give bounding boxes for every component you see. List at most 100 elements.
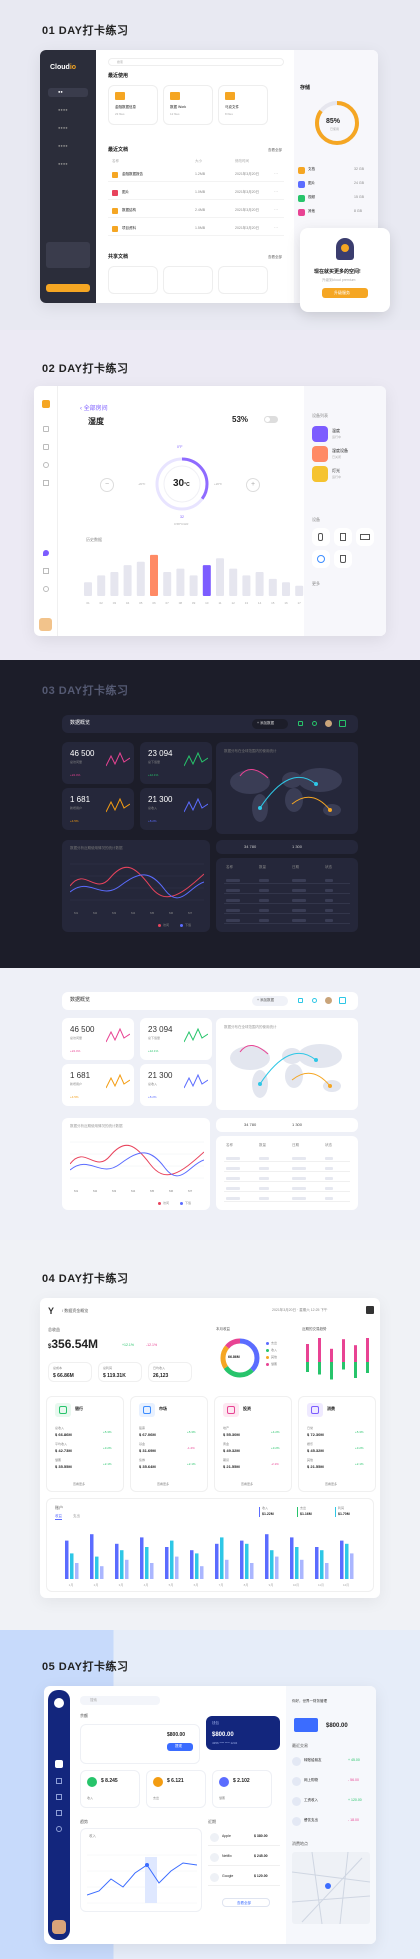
withdraw-button[interactable]: 提现	[167, 1743, 193, 1751]
grid-icon[interactable]	[339, 997, 346, 1004]
minus-button[interactable]: −	[100, 478, 114, 492]
file-row[interactable]: 项目资料 1.5MB 2021年3月20日 ···	[108, 222, 284, 236]
transaction-item[interactable]: 工资收入 + 120.00	[292, 1794, 370, 1810]
month-label: M7	[188, 911, 193, 915]
sidebar-item-home[interactable]: ●●	[48, 88, 88, 97]
table-row[interactable]	[224, 1176, 350, 1182]
table-row[interactable]	[224, 898, 350, 904]
list-item[interactable]: Google $ 120.00	[208, 1870, 280, 1886]
sidebar-item[interactable]: ●●●●	[58, 107, 68, 112]
more-link[interactable]: 查看更多	[241, 1482, 254, 1486]
plus-button[interactable]: +	[246, 478, 260, 492]
tab-expense[interactable]: 支出	[73, 1514, 80, 1518]
table-row[interactable]	[224, 918, 350, 924]
avatar[interactable]	[325, 720, 332, 727]
avatar[interactable]	[366, 1306, 374, 1314]
nav-icon[interactable]	[55, 1760, 63, 1768]
device-tile[interactable]	[312, 550, 330, 568]
bell-icon[interactable]	[312, 998, 317, 1003]
nav-icon[interactable]	[56, 1794, 62, 1800]
sidebar-button[interactable]	[46, 284, 90, 292]
search-input[interactable]: 搜索	[80, 1696, 160, 1705]
shared-card[interactable]	[108, 266, 158, 294]
list-item[interactable]: Apple $ 380.00	[208, 1830, 280, 1846]
folder-card[interactable]: 马克文件 8 files	[218, 85, 268, 125]
bell-icon[interactable]	[312, 721, 317, 726]
table-row[interactable]	[224, 1186, 350, 1192]
view-all-button[interactable]: 查看全部	[222, 1898, 270, 1907]
more-icon: ···	[274, 171, 278, 176]
table-row[interactable]	[224, 888, 350, 894]
sidebar	[34, 386, 58, 636]
account-bar	[265, 1534, 269, 1579]
view-all-link[interactable]: 查看全部	[268, 255, 282, 259]
more-link[interactable]: 查看更多	[73, 1482, 86, 1486]
table-row[interactable]	[224, 908, 350, 914]
grid-icon[interactable]	[339, 720, 346, 727]
add-data-button[interactable]: + 添加数据	[252, 719, 288, 729]
device-tile[interactable]	[334, 550, 352, 568]
back-link[interactable]: ‹ 全部房间	[80, 406, 108, 412]
section-1: 01 DAY打卡练习 Cloudio ●● ●●●● ●●●● ●●●● ●●●…	[0, 0, 420, 330]
nav-icon[interactable]	[43, 586, 49, 592]
device-item[interactable]: 温度 运行中	[312, 426, 378, 442]
thermostat-dial[interactable]	[154, 456, 210, 512]
upgrade-button[interactable]: 升级服务	[322, 288, 368, 298]
summary-bar: 34 780 1 300	[216, 840, 358, 854]
month-label: 3月	[119, 1583, 124, 1587]
folder-card[interactable]: 金融数据信息 23 files	[108, 85, 158, 125]
account-bar	[170, 1540, 174, 1579]
edit-icon[interactable]	[298, 721, 303, 726]
transaction-item[interactable]: 餐饮支出 - 18.00	[292, 1814, 370, 1830]
nav-icon[interactable]	[43, 480, 49, 486]
table-row[interactable]	[224, 1156, 350, 1162]
history-bar	[84, 582, 92, 596]
transaction-item[interactable]: 转账给朋友 + 45.00	[292, 1754, 370, 1770]
avatar[interactable]	[325, 997, 332, 1004]
transaction-item[interactable]: 网上购物 - 56.00	[292, 1774, 370, 1790]
table-row[interactable]	[224, 1196, 350, 1202]
nav-icon[interactable]	[56, 1810, 62, 1816]
mini-stat: 日均收入 26,123	[148, 1362, 192, 1382]
table-row[interactable]	[224, 878, 350, 884]
nav-icon[interactable]	[43, 462, 49, 468]
credit-card[interactable]: 钱包 $800.00 4356 **** **** 1234	[206, 1716, 280, 1750]
location-icon[interactable]	[43, 550, 49, 556]
search-input[interactable]: 搜索	[108, 58, 284, 66]
nav-icon[interactable]	[56, 1778, 62, 1784]
folder-card[interactable]: 数据 Work 12 files	[163, 85, 213, 125]
view-all-link[interactable]: 查看全部	[268, 148, 282, 152]
avatar[interactable]	[39, 618, 52, 631]
home-icon[interactable]	[42, 400, 50, 408]
edit-icon[interactable]	[298, 998, 303, 1003]
shared-card[interactable]	[218, 266, 268, 294]
trend-line-chart	[87, 1854, 197, 1904]
section-title: 01 DAY打卡练习	[42, 25, 129, 37]
map-card: 数据分布在全球范围内的使用统计	[216, 1018, 358, 1110]
file-row[interactable]: 数据结构 2.4MB 2021年3月20日 ···	[108, 204, 284, 218]
file-row[interactable]: 图片 1.0MB 2021年3月20日 ···	[108, 186, 284, 200]
more-link[interactable]: 查看更多	[157, 1482, 170, 1486]
tab-income[interactable]: 收益	[55, 1514, 62, 1520]
sidebar-item[interactable]: ●●●●	[58, 161, 68, 166]
device-item[interactable]: 灯光 运行中	[312, 466, 378, 482]
list-item[interactable]: Netflix $ 245.00	[208, 1850, 280, 1866]
device-tile[interactable]	[334, 528, 352, 546]
nav-icon[interactable]	[43, 568, 49, 574]
more-link[interactable]: 查看更多	[325, 1482, 338, 1486]
sidebar-item[interactable]: ●●●●	[58, 143, 68, 148]
nav-icon[interactable]	[43, 444, 49, 450]
promo-card: 现在就买更多的空间! 升级到cloud premium 升级服务	[300, 228, 390, 312]
toggle[interactable]	[264, 416, 278, 423]
add-data-button[interactable]: + 添加数据	[252, 996, 288, 1006]
table-row[interactable]	[224, 1166, 350, 1172]
nav-icon[interactable]	[56, 1826, 62, 1832]
device-tile[interactable]	[356, 528, 374, 546]
avatar[interactable]	[52, 1920, 66, 1934]
device-tile[interactable]	[312, 528, 330, 546]
file-row[interactable]: 金融数据报告 1.2MB 2021年3月20日 ···	[108, 168, 284, 182]
shared-card[interactable]	[163, 266, 213, 294]
sidebar-item[interactable]: ●●●●	[58, 125, 68, 130]
nav-icon[interactable]	[43, 426, 49, 432]
device-item[interactable]: 湿度设备 已关闭	[312, 446, 378, 462]
